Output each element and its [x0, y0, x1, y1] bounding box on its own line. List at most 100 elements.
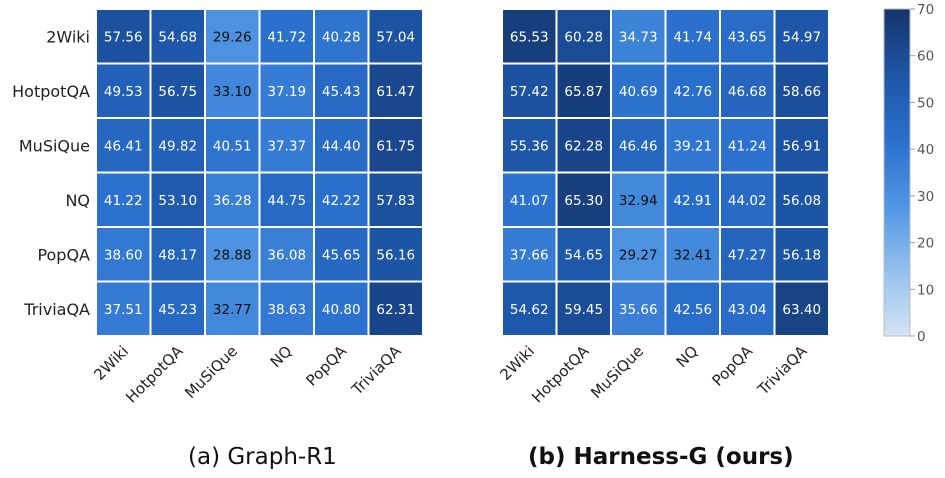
heatmap-cell [95, 8, 152, 65]
row-tick-label: HotpotQA [12, 82, 90, 101]
cell-value-label: 56.18 [782, 247, 821, 263]
cell-value-label: 44.75 [267, 193, 306, 209]
heatmap-cell [555, 117, 612, 174]
heatmap-cell [367, 117, 424, 174]
colorbar-tick-label: 60 [917, 49, 934, 65]
heatmap-cell [367, 8, 424, 65]
heatmap-cell [501, 226, 558, 283]
cell-value-label: 45.65 [322, 247, 361, 263]
heatmap-cell [555, 280, 612, 337]
cell-value-label: 57.83 [376, 193, 415, 209]
cell-value-label: 45.43 [322, 84, 361, 100]
heatmap-cell [313, 171, 370, 228]
heatmap-cell [367, 280, 424, 337]
column-tick-label: PopQA [303, 342, 351, 390]
heatmap-cell [149, 171, 206, 228]
cell-value-label: 40.80 [322, 302, 361, 318]
cell-value-label: 57.56 [104, 29, 143, 45]
colorbar-tick-label: 30 [917, 189, 934, 205]
cell-value-label: 41.22 [104, 193, 143, 209]
cell-value-label: 29.26 [213, 29, 252, 45]
heatmap-cell [773, 280, 830, 337]
heatmap-cell [258, 62, 315, 119]
cell-value-label: 61.47 [376, 84, 415, 100]
heatmap-cell [313, 280, 370, 337]
colorbar-tick-label: 0 [917, 329, 926, 345]
cell-value-label: 65.53 [510, 29, 549, 45]
heatmap-cell [610, 62, 667, 119]
cell-value-label: 37.37 [267, 138, 306, 154]
heatmap-cell [555, 171, 612, 228]
cell-value-label: 36.28 [213, 193, 252, 209]
column-tick-label: HotpotQA [528, 342, 593, 407]
heatmap-cell [258, 117, 315, 174]
cell-value-label: 56.08 [782, 193, 821, 209]
heatmap-cell [501, 8, 558, 65]
cell-value-label: 41.74 [673, 29, 712, 45]
cell-value-label: 47.27 [728, 247, 767, 263]
cell-value-label: 32.77 [213, 302, 252, 318]
cell-value-label: 58.66 [782, 84, 821, 100]
cell-value-label: 55.36 [510, 138, 549, 154]
heatmap-cell [367, 62, 424, 119]
cell-value-label: 41.24 [728, 138, 767, 154]
cell-value-label: 54.65 [564, 247, 603, 263]
colorbar-gradient [883, 8, 911, 337]
cell-value-label: 56.16 [376, 247, 415, 263]
cell-value-label: 33.10 [213, 84, 252, 100]
heatmap-cell [501, 280, 558, 337]
cell-value-label: 54.97 [782, 29, 821, 45]
column-tick-label: 2Wiki [90, 342, 132, 384]
cell-value-label: 49.53 [104, 84, 143, 100]
heatmap-cell [204, 171, 261, 228]
column-tick-label: MuSiQue [181, 342, 241, 402]
cell-value-label: 42.91 [673, 193, 712, 209]
cell-value-label: 42.22 [322, 193, 361, 209]
cell-value-label: 42.76 [673, 84, 712, 100]
cell-value-label: 39.21 [673, 138, 712, 154]
cell-value-label: 59.45 [564, 302, 603, 318]
cell-value-label: 35.66 [619, 302, 658, 318]
cell-value-label: 65.30 [564, 193, 603, 209]
cell-value-label: 29.27 [619, 247, 658, 263]
cell-value-label: 57.42 [510, 84, 549, 100]
row-tick-label: MuSiQue [19, 136, 90, 155]
row-tick-label: 2Wiki [46, 27, 90, 46]
heatmap-cell [367, 226, 424, 283]
cell-value-label: 61.75 [376, 138, 415, 154]
cell-value-label: 65.87 [564, 84, 603, 100]
cell-value-label: 40.51 [213, 138, 252, 154]
cell-value-label: 34.73 [619, 29, 658, 45]
heatmap-cell [773, 62, 830, 119]
cell-value-label: 46.41 [104, 138, 143, 154]
heatmap-cell [95, 171, 152, 228]
column-tick-label: NQ [673, 342, 702, 371]
cell-value-label: 44.40 [322, 138, 361, 154]
heatmap-cell [773, 226, 830, 283]
heatmap-harness-g: 65.53 60.28 34.73 41.74 43.65 54.97 57.42 65.87… [496, 8, 830, 407]
column-tick-label: MuSiQue [587, 342, 647, 402]
heatmap-cell [501, 171, 558, 228]
heatmap-cell [501, 117, 558, 174]
cell-value-label: 40.69 [619, 84, 658, 100]
column-tick-label: HotpotQA [122, 342, 187, 407]
cell-value-label: 37.19 [267, 84, 306, 100]
heatmap-cell [664, 62, 721, 119]
colorbar: 0 10 20 30 40 50 60 70 [883, 2, 934, 345]
heatmap-cell [610, 280, 667, 337]
caption-harness-g: (b) Harness-G (ours) [528, 444, 794, 470]
heatmap-cell [367, 171, 424, 228]
cell-value-label: 32.41 [673, 247, 712, 263]
colorbar-tick-label: 50 [917, 95, 934, 111]
heatmap-cell [204, 226, 261, 283]
cell-value-label: 57.04 [376, 29, 415, 45]
row-tick-label: PopQA [37, 245, 90, 264]
column-tick-label: 2Wiki [496, 342, 538, 384]
heatmap-graph-r1: 57.56 54.68 29.26 41.72 40.28 57.04 49.53 56.75… [12, 8, 424, 407]
cell-value-label: 37.51 [104, 302, 143, 318]
cell-value-label: 46.46 [619, 138, 658, 154]
cell-value-label: 40.28 [322, 29, 361, 45]
column-tick-label: PopQA [709, 342, 757, 390]
heatmap-cell [610, 117, 667, 174]
